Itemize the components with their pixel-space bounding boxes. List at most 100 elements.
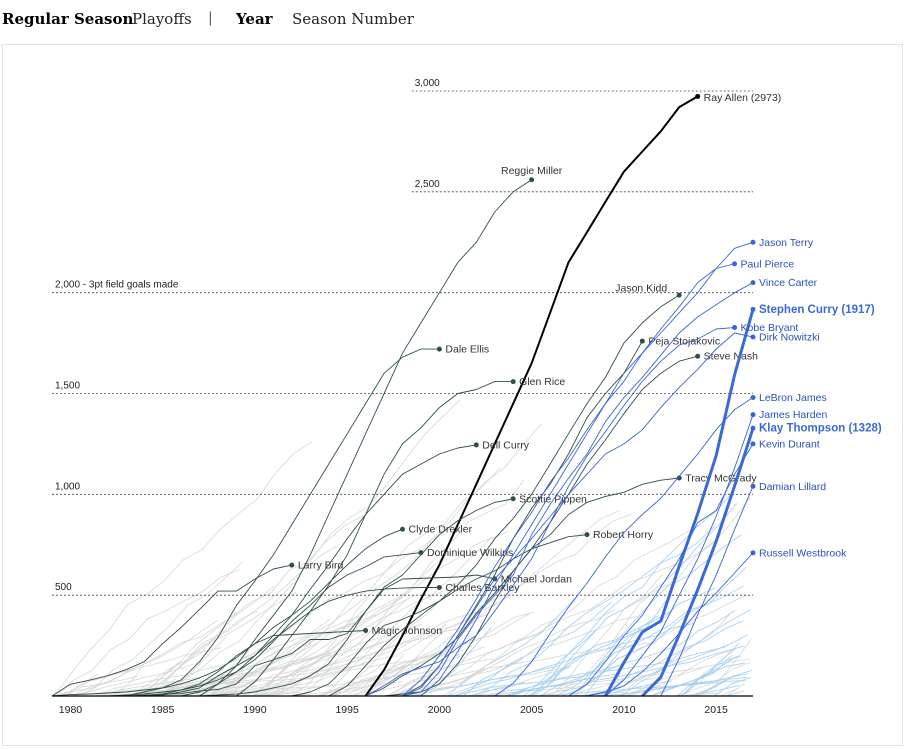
background-lines: [51, 399, 753, 697]
background-line: [251, 574, 474, 697]
series-label: Dale Ellis: [445, 344, 489, 356]
series-line[interactable]: [199, 498, 514, 697]
background-line: [453, 623, 694, 697]
background-line: [76, 561, 243, 697]
series-line[interactable]: [420, 241, 754, 697]
series-label: James Harden: [759, 409, 827, 421]
series-line[interactable]: [605, 414, 754, 697]
series-endpoint: [418, 550, 424, 556]
series-line[interactable]: [586, 552, 754, 697]
background-line: [278, 555, 445, 697]
series-line[interactable]: [236, 381, 514, 697]
background-line: [259, 467, 501, 697]
x-tick-label: 1980: [59, 704, 83, 716]
series-endpoint: [529, 177, 535, 183]
series-endpoint: [510, 379, 516, 385]
tab-playoffs[interactable]: Playoffs: [132, 10, 192, 28]
series-line[interactable]: [51, 630, 366, 697]
background-line: [417, 627, 492, 697]
series-line[interactable]: [364, 95, 699, 697]
x-tick-label: 1990: [243, 704, 267, 716]
gridlines: 500 1,000 1,500 2,000 - 3pt field goals mad…: [52, 78, 753, 596]
series-label: Ray Allen (2973): [704, 92, 782, 104]
background-line: [533, 503, 738, 697]
series-label: LeBron James: [759, 392, 827, 404]
background-line: [648, 655, 742, 697]
background-line: [333, 596, 445, 697]
x-tick-label: 2005: [520, 704, 544, 716]
background-line: [474, 526, 715, 697]
background-line: [156, 594, 416, 697]
x-tick-label: 1985: [151, 704, 175, 716]
background-line: [619, 613, 731, 697]
series-label: Paul Pierce: [741, 258, 795, 270]
series-line[interactable]: [144, 574, 495, 697]
series-line[interactable]: [641, 427, 755, 698]
series-endpoint: [510, 496, 516, 502]
background-line: [128, 610, 258, 697]
toggle-year[interactable]: Year: [236, 10, 273, 28]
background-line: [252, 609, 364, 697]
series-line[interactable]: [568, 443, 754, 697]
series-endpoint: [676, 292, 682, 298]
tab-regular-season[interactable]: Regular Season: [2, 10, 134, 28]
background-line: [618, 673, 748, 697]
background-line: [264, 423, 542, 697]
series-endpoint: [400, 526, 405, 532]
x-axis: 1980 1985 1990 1995 2000 2005 2010 2015: [52, 695, 753, 716]
series-line[interactable]: [384, 477, 680, 697]
gridline-label: 500: [55, 582, 72, 593]
background-line: [354, 513, 632, 697]
background-line: [223, 627, 464, 697]
series-endpoint: [750, 334, 756, 340]
background-line: [179, 534, 438, 697]
series-line[interactable]: [660, 486, 754, 697]
background-line: [188, 677, 263, 697]
background-line: [321, 664, 415, 697]
background-line: [394, 530, 690, 697]
series-line[interactable]: [402, 332, 754, 697]
background-line: [254, 658, 494, 697]
series-line[interactable]: [181, 444, 477, 697]
series-label: Damian Lillard: [759, 481, 826, 493]
background-line: [358, 641, 655, 697]
series-label: Steve Nash: [704, 351, 758, 363]
series-line[interactable]: [125, 348, 440, 697]
series-line[interactable]: [604, 308, 755, 697]
background-line: [725, 690, 745, 697]
series-line[interactable]: [402, 263, 735, 697]
x-tick-label: 2000: [428, 704, 452, 716]
series-line[interactable]: [494, 397, 754, 697]
series-line[interactable]: [199, 179, 532, 697]
series-endpoint: [750, 395, 756, 401]
background-line: [323, 531, 509, 697]
series-line[interactable]: [125, 528, 403, 697]
background-line: [246, 687, 303, 697]
series-line[interactable]: [402, 282, 754, 697]
series-line[interactable]: [51, 564, 292, 697]
series-line[interactable]: [365, 327, 735, 697]
background-line: [412, 664, 561, 697]
toggle-season-number[interactable]: Season Number: [292, 10, 414, 28]
series-endpoint: [750, 280, 756, 286]
series-endpoint: [584, 532, 590, 538]
nav-separator: |: [208, 10, 213, 26]
series-endpoint: [732, 261, 738, 267]
series-endpoint: [750, 550, 756, 556]
series-label: Dirk Nowitzki: [759, 332, 820, 344]
series-line[interactable]: [328, 294, 680, 697]
background-line: [302, 479, 525, 697]
background-line: [720, 687, 739, 697]
series-endpoint: [750, 425, 756, 431]
career-threes-chart: 500 1,000 1,500 2,000 - 3pt field goals mad…: [51, 78, 882, 716]
background-line: [561, 566, 747, 697]
background-line: [447, 596, 578, 697]
series-label: Dell Curry: [482, 439, 529, 451]
series-endpoint: [639, 338, 645, 344]
series-line[interactable]: [107, 552, 421, 697]
series-line[interactable]: [144, 587, 440, 697]
background-line: [144, 585, 275, 697]
series-endpoint: [676, 475, 682, 481]
background-line: [164, 399, 461, 697]
series-endpoint: [289, 562, 295, 568]
